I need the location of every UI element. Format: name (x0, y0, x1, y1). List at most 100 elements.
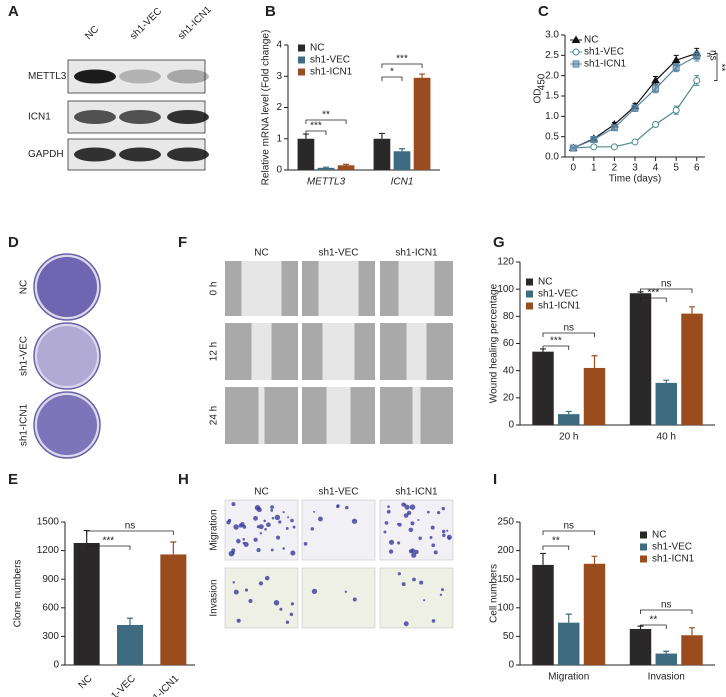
row-label: Invasion (209, 579, 220, 616)
significance-bracket (305, 119, 347, 124)
y-axis-label: Relative mRNA level (Fold change) (261, 30, 272, 186)
stained-cell (336, 504, 340, 509)
y-tick-label: 0 (276, 165, 282, 176)
stained-cell (253, 537, 258, 542)
legend-label: NC (310, 43, 324, 54)
stained-cell (290, 602, 295, 606)
significance-bracket (640, 297, 667, 302)
bar (337, 165, 355, 170)
x-tick-label: sh1-ICN1 (144, 673, 182, 697)
stained-cell (266, 522, 271, 528)
stained-cell (253, 515, 258, 521)
row-label: NC (19, 280, 30, 294)
significance-bracket (640, 624, 667, 629)
y-axis-label: Cell numbers (489, 564, 500, 623)
error-bar (378, 132, 385, 139)
panel-letter: D (8, 234, 19, 251)
marker (590, 143, 598, 151)
error-bar (688, 306, 695, 314)
significance-bracket (381, 63, 423, 68)
stained-cell (431, 619, 436, 623)
stained-cell (270, 508, 274, 512)
y-tick-label: 1.0 (545, 111, 559, 122)
x-tick-label: 40 h (657, 432, 676, 443)
error-bar (663, 379, 670, 383)
significance-label: ** (552, 536, 560, 547)
bar (160, 554, 187, 665)
blot-band (119, 110, 161, 124)
bar (413, 77, 431, 170)
legend-swatch (298, 68, 305, 76)
y-tick-label: 2 (276, 102, 282, 113)
column-label: sh1-VEC (128, 6, 164, 42)
x-tick-label: 1 (591, 163, 597, 174)
blot-band (119, 147, 161, 162)
stained-cell (387, 505, 390, 509)
stained-cell (383, 530, 387, 534)
stained-cell (414, 549, 419, 555)
stained-cell (403, 513, 409, 518)
x-tick-label: 5 (673, 163, 679, 174)
error-bar (127, 617, 133, 625)
error-bar (688, 627, 695, 636)
column-label: sh1-VEC (318, 487, 358, 498)
significance-bracket (542, 545, 570, 550)
error-bar (323, 166, 329, 168)
significance-label: ns (661, 279, 672, 290)
y-tick-label: 2.0 (545, 70, 559, 81)
legend-label: sh1-VEC (584, 47, 624, 58)
y-tick-label: 0 (53, 660, 59, 671)
blot-band (74, 147, 116, 162)
blot-band (119, 69, 161, 84)
microscopy-image (379, 567, 454, 629)
y-tick-label: 250 (497, 517, 514, 528)
x-tick-label: ICN1 (391, 177, 414, 188)
error-bar (343, 163, 350, 166)
stained-cell (429, 536, 433, 539)
error-bar (419, 73, 426, 78)
stained-cell (231, 551, 235, 555)
stained-cell (439, 593, 443, 596)
y-tick-label: 3.0 (545, 30, 559, 41)
legend-swatch (526, 278, 533, 286)
stained-cell (279, 607, 283, 611)
y-tick-label: 50 (503, 631, 515, 642)
bar (681, 313, 703, 425)
stained-cell (344, 590, 348, 593)
error-bar (663, 650, 670, 654)
y-tick-label: 120 (497, 257, 514, 268)
stained-cell (419, 580, 424, 585)
error-bar (540, 552, 547, 565)
x-tick-label: NC (77, 673, 95, 691)
marker (672, 64, 680, 72)
stained-cell (408, 527, 414, 533)
stained-cell (406, 510, 412, 516)
row-label: sh1-ICN1 (19, 403, 30, 446)
stained-cell (270, 505, 274, 510)
stained-cell (437, 511, 441, 515)
stained-cell (274, 514, 281, 521)
stained-cell (242, 538, 246, 541)
bar (393, 151, 411, 170)
significance-bracket (542, 332, 595, 337)
row-label: 24 h (209, 406, 220, 425)
y-axis-label-subscript: 450 (537, 73, 548, 90)
colony-stain (37, 257, 97, 317)
significance-bracket (714, 52, 718, 81)
stained-cell (446, 529, 449, 532)
legend-swatch (526, 290, 533, 298)
stained-cell (441, 506, 446, 511)
column-label: sh1-ICN1 (395, 487, 438, 498)
stained-cell (276, 535, 281, 540)
y-tick-label: 80 (503, 311, 515, 322)
blot-band (74, 69, 116, 84)
row-label: sh1-VEC (19, 336, 30, 376)
stained-cell (240, 522, 245, 527)
wound-gap (318, 261, 359, 316)
stained-cell (403, 621, 409, 627)
stained-cell (264, 575, 270, 581)
stained-cell (256, 548, 261, 553)
significance-bracket (381, 76, 403, 81)
marker (610, 124, 618, 132)
panel-letter: C (538, 3, 549, 20)
